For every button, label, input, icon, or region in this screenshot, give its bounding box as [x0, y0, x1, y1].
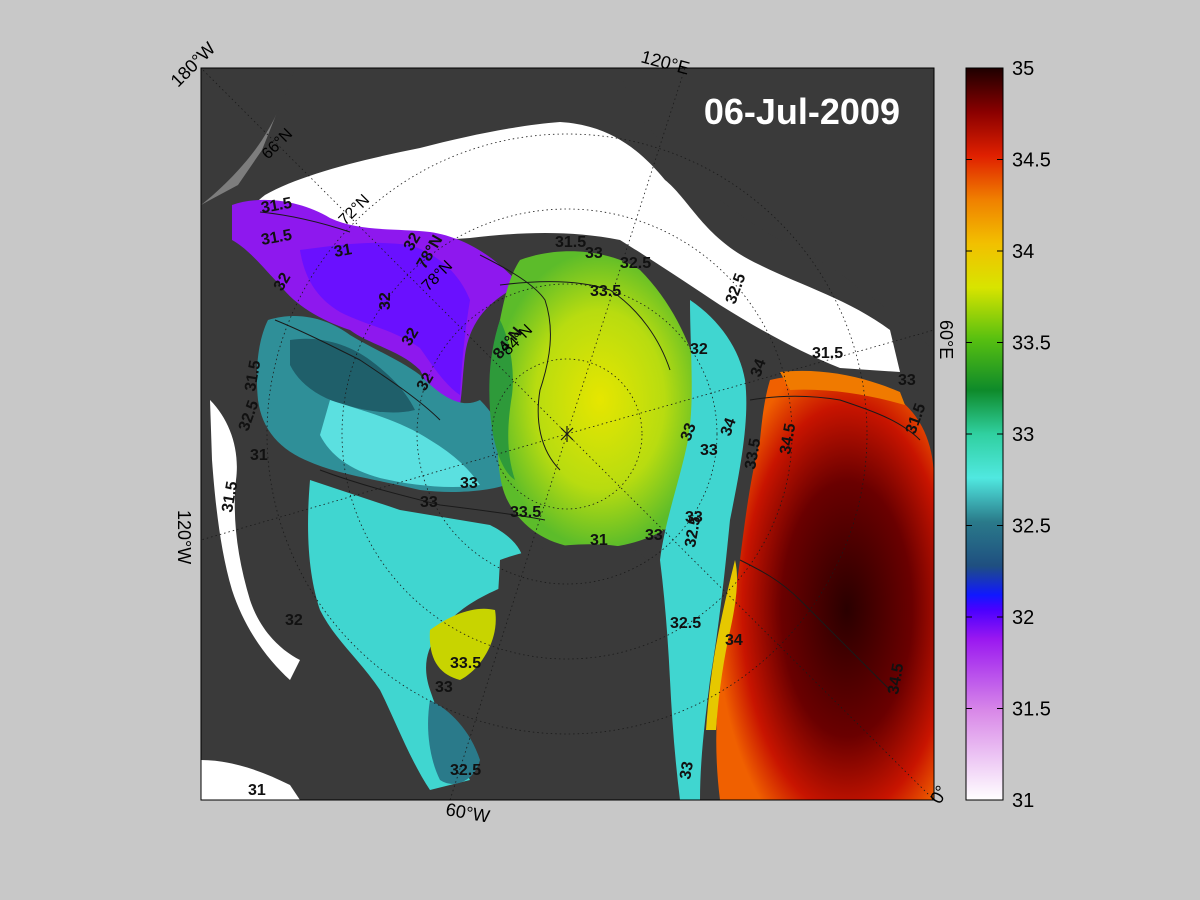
contour-label: 34 — [718, 416, 740, 439]
central-basin — [492, 251, 708, 549]
colorbar-tick-label: 32.5 — [1012, 516, 1051, 538]
contour-label: 32 — [377, 292, 394, 310]
contour-label: 33 — [677, 760, 697, 781]
atlantic-orange-edge — [780, 370, 905, 405]
contour-label: 33 — [700, 442, 718, 459]
graticule — [201, 68, 934, 800]
contour-label: 32 — [271, 270, 295, 294]
contour-label: 32.5 — [450, 762, 481, 779]
contour-label: 33 — [645, 527, 663, 544]
sea-ice-bottom-left — [201, 760, 300, 800]
contour-label: 33 — [585, 245, 603, 262]
contour-label: 33 — [685, 509, 703, 526]
colorbar-ticks: 35 34.5 34 33.5 33 32.5 32 31.5 31 — [966, 58, 1051, 812]
colorbar-tick-label: 34 — [1012, 241, 1034, 263]
contour-labels: 31.531.531 32323278°N3231.53332.533.584°N… — [219, 195, 929, 799]
contour-label: 31.5 — [260, 227, 294, 249]
central-green-band — [489, 320, 515, 480]
contour-label: 33.5 — [742, 437, 764, 471]
colorbar-tick-label: 31 — [1012, 790, 1034, 812]
sea-ice-region — [245, 122, 900, 372]
contour-label: 32 — [690, 341, 708, 358]
colorbar: 35 34.5 34 33.5 33 32.5 32 31.5 31 — [965, 58, 1051, 812]
sea-ice-left-coast — [210, 400, 300, 680]
contour-label: 34.5 — [885, 662, 907, 696]
contour-label: 31.5 — [260, 195, 294, 217]
map-frame — [200, 67, 935, 801]
contour-label: 31 — [590, 532, 608, 549]
colorbar-tick-label: 35 — [1012, 58, 1034, 80]
contour-label: 33 — [898, 372, 916, 389]
contour-label: 34 — [748, 357, 770, 380]
siberia-land — [620, 68, 934, 350]
canadian-archipelago-channels — [308, 480, 524, 790]
contour-label: 32.5 — [620, 255, 651, 272]
contour-label: 32.5 — [682, 515, 704, 549]
contour-label: 31 — [333, 241, 354, 261]
contour-label: 34 — [725, 632, 743, 649]
atlantic-high-salinity — [716, 376, 934, 800]
contour-label: 31.5 — [242, 359, 264, 393]
contour-label: 33 — [420, 494, 438, 511]
salinity-contours — [259, 211, 921, 691]
greenland-land — [491, 544, 690, 800]
contour-label: 33.5 — [590, 283, 621, 300]
atlantic-yellow-edge — [706, 560, 738, 730]
contour-label: 32 — [401, 230, 425, 254]
colorbar-tick-label: 31.5 — [1012, 699, 1051, 721]
contour-label: 31 — [250, 447, 268, 464]
contour-label: 31.5 — [219, 480, 241, 514]
canada-basin-dark — [290, 338, 415, 413]
contour-label: 32 — [285, 612, 303, 629]
contour-label: 31.5 — [555, 234, 586, 251]
colorbar-tick-label: 33.5 — [1012, 333, 1051, 355]
colorbar-tick-label: 34.5 — [1012, 150, 1051, 172]
colorbar-tick-label: 32 — [1012, 607, 1034, 629]
contour-label: 32 — [399, 325, 423, 349]
contour-label: 32 — [414, 370, 438, 394]
east-channel-teal — [660, 300, 747, 800]
colorbar-tick-label: 33 — [1012, 424, 1034, 446]
contour-label: 34.5 — [777, 422, 799, 456]
contour-label: 31 — [248, 782, 266, 799]
canada-basin-light — [320, 400, 480, 488]
contour-label: 33 — [460, 475, 478, 492]
contour-label: 33 — [678, 421, 700, 444]
date-label: 06-Jul-2009 — [704, 91, 900, 132]
lon-label-60w: 60°W — [444, 799, 491, 826]
lon-label-60e: 60°E — [936, 320, 956, 359]
baffin-yellow-patch — [429, 608, 496, 680]
north-pole-marker — [560, 426, 574, 442]
contour-label: 31.5 — [812, 345, 843, 362]
beaufort-deep-purple — [300, 242, 470, 395]
contour-label: 33.5 — [450, 655, 481, 672]
colorbar-gradient — [965, 67, 1004, 801]
baffin-teal-patch — [428, 700, 480, 784]
contour-label: 33.5 — [510, 504, 541, 521]
contour-label: 32.5 — [670, 615, 701, 632]
contour-label: 33 — [435, 679, 453, 696]
alaska-land — [201, 68, 295, 205]
map-panel: 31.531.531 32323278°N3231.53332.533.584°N… — [201, 68, 934, 800]
lon-label-120w: 120°W — [174, 510, 194, 564]
